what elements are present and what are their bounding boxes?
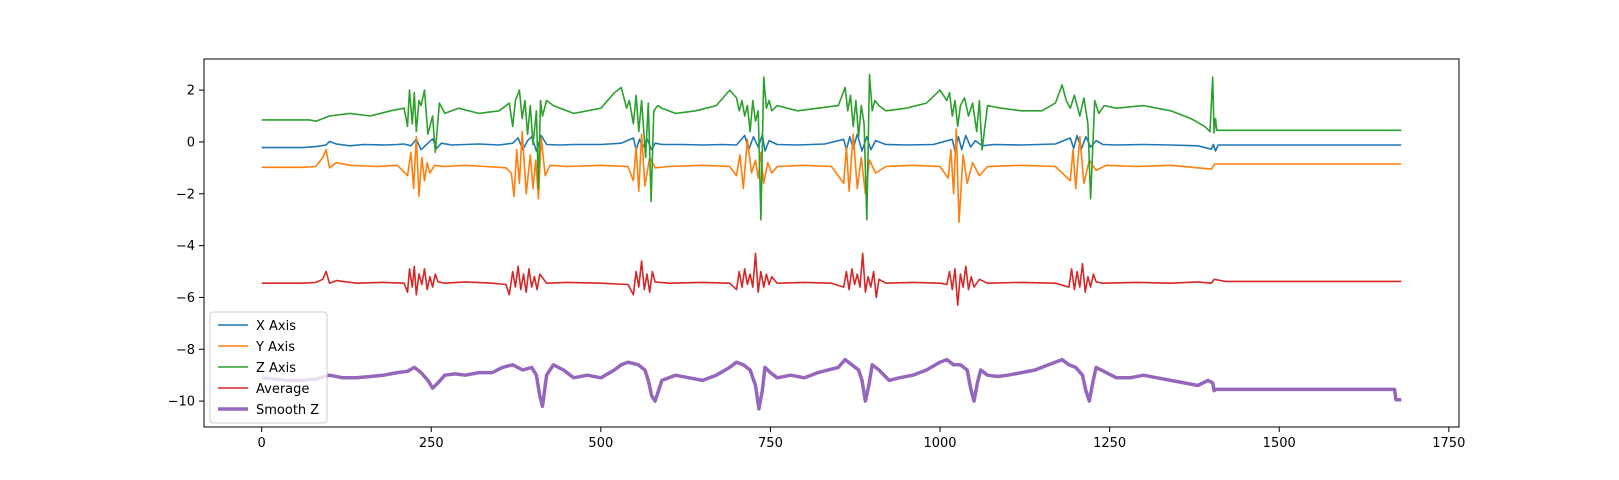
y-tick-label: −2 [176, 187, 195, 202]
series-line-x-axis [261, 133, 1402, 152]
x-tick-label: 250 [419, 436, 444, 451]
x-tick-label: 1000 [923, 436, 956, 451]
y-tick-label: −10 [168, 395, 195, 410]
x-tick-label: 1750 [1432, 436, 1465, 451]
legend-label: Y Axis [255, 340, 295, 355]
legend: X Axis Y Axis Z Axis Average Smooth Z [209, 311, 328, 424]
x-axis: 0 250 500 750 1000 1250 1500 1750 [258, 427, 1465, 451]
series-line-z-axis [261, 73, 1402, 221]
y-tick-label: 2 [187, 84, 195, 99]
y-axis: 2 0 −2 −4 −6 −8 −10 [168, 84, 204, 410]
y-tick-label: −4 [176, 239, 195, 254]
series-line-average [261, 252, 1402, 307]
legend-label: Average [256, 382, 309, 397]
y-tick-label: 0 [187, 135, 195, 150]
series-line-smooth-z [261, 357, 1402, 411]
legend-label: X Axis [256, 319, 296, 334]
y-tick-label: −6 [176, 291, 195, 306]
plot-frame [203, 58, 1460, 428]
x-tick-label: 0 [258, 436, 266, 451]
y-tick-label: −8 [176, 343, 195, 358]
legend-label: Smooth Z [256, 403, 319, 418]
x-tick-label: 1250 [1093, 436, 1126, 451]
x-tick-label: 500 [588, 436, 613, 451]
plot-lines [261, 73, 1402, 411]
x-tick-label: 750 [758, 436, 783, 451]
legend-label: Z Axis [256, 361, 296, 376]
x-tick-label: 1500 [1263, 436, 1296, 451]
legend-box [209, 311, 328, 424]
series-line-y-axis [261, 128, 1402, 224]
